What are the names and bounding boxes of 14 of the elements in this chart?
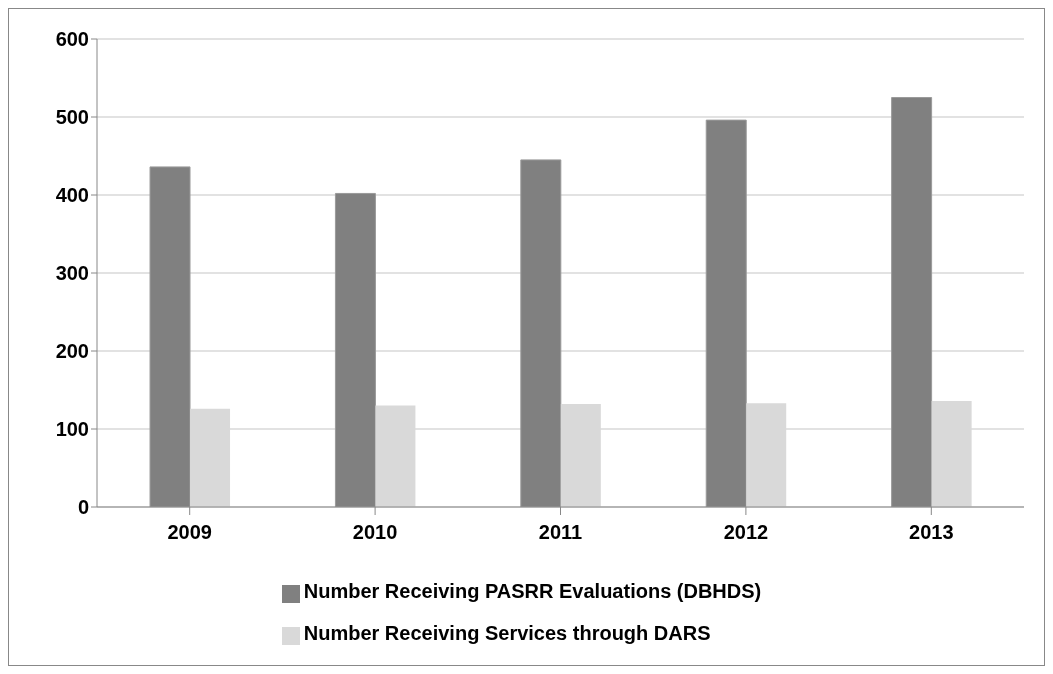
y-tick-label: 200 (55, 340, 89, 363)
legend-label: Number Receiving Services through DARS (303, 622, 711, 644)
x-tick-label: 2012 (723, 521, 769, 544)
y-tick-label: 400 (55, 184, 89, 207)
legend-label: Number Receiving PASRR Evaluations (DBHDS) (303, 580, 762, 602)
y-tick-label: 500 (55, 106, 89, 129)
y-tick-label: 0 (77, 496, 89, 519)
y-tick-label: 100 (55, 418, 89, 441)
x-tick-label: 2013 (909, 521, 954, 544)
y-tick-label: 300 (55, 262, 89, 285)
x-tick-label: 2011 (538, 521, 583, 544)
y-tick-label: 600 (55, 28, 89, 51)
x-tick-label: 2010 (352, 521, 398, 544)
x-tick-label: 2009 (167, 521, 212, 544)
